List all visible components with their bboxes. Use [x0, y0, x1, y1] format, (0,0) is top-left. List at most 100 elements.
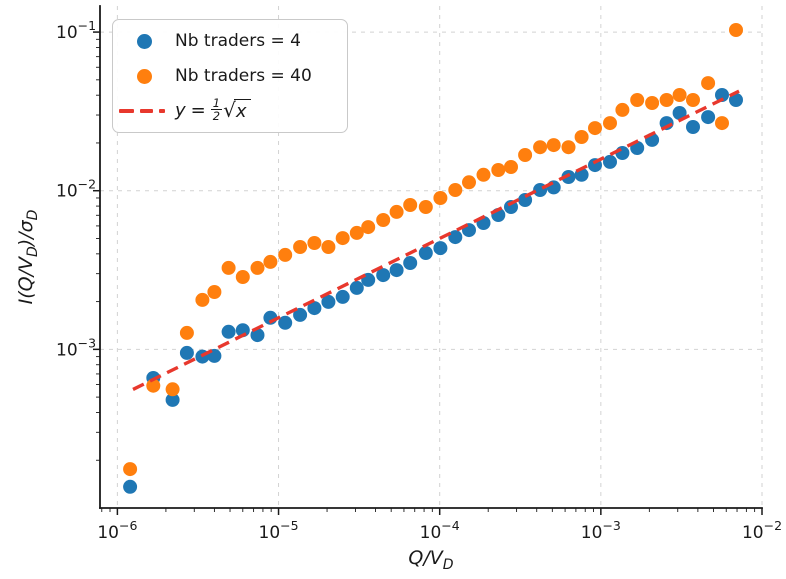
data-point-series-1 — [376, 213, 391, 227]
data-point-series-1 — [235, 270, 250, 284]
orange-dot-marker-icon — [136, 68, 152, 84]
data-point-series-1 — [293, 240, 308, 254]
legend-marker-cell — [113, 33, 175, 49]
data-point-series-1 — [462, 175, 476, 190]
data-point-series-0 — [433, 241, 448, 256]
data-point-series-0 — [221, 324, 236, 339]
data-point-series-0 — [546, 180, 561, 195]
data-point-series-0 — [335, 289, 350, 304]
x-tick-label: 10−2 — [742, 518, 782, 543]
data-point-series-1 — [389, 204, 404, 219]
data-point-series-1 — [588, 121, 602, 136]
data-point-series-1 — [574, 130, 589, 144]
data-point-series-0 — [235, 323, 250, 338]
data-point-series-1 — [448, 183, 463, 197]
data-point-series-1 — [630, 93, 645, 107]
data-point-series-1 — [207, 285, 222, 299]
legend-marker-cell — [113, 108, 175, 113]
fit-line — [132, 89, 740, 391]
data-point-series-0 — [376, 268, 391, 283]
data-point-series-0 — [389, 263, 404, 278]
data-point-series-0 — [603, 154, 617, 169]
data-point-series-1 — [361, 220, 376, 235]
legend-item-nb-traders-4: Nb traders = 4 — [113, 25, 347, 58]
data-point-series-1 — [476, 167, 491, 182]
data-point-series-1 — [729, 23, 743, 37]
data-point-series-0 — [448, 230, 463, 245]
legend-item-nb-traders-40: Nb traders = 40 — [113, 60, 347, 93]
data-point-series-1 — [659, 93, 674, 107]
data-point-series-0 — [701, 110, 716, 125]
data-point-series-1 — [504, 160, 518, 174]
data-point-series-0 — [615, 146, 630, 160]
x-axis-label: Q/VD — [408, 547, 453, 573]
data-point-series-1 — [491, 163, 506, 177]
data-point-series-1 — [221, 260, 236, 275]
sqrt-sign: √ — [223, 97, 236, 122]
data-point-series-1 — [179, 325, 194, 340]
data-point-series-1 — [403, 198, 418, 212]
sqrt-argument: x — [233, 99, 252, 122]
data-point-series-1 — [335, 231, 350, 246]
data-point-series-1 — [195, 292, 210, 307]
data-point-series-0 — [321, 294, 336, 309]
data-point-series-0 — [403, 256, 418, 270]
y-tick-label: 10−1 — [56, 18, 96, 43]
data-point-series-1 — [321, 240, 336, 254]
data-point-series-1 — [518, 148, 533, 162]
legend-marker-cell — [113, 68, 175, 84]
data-point-series-1 — [672, 88, 687, 102]
x-tick-label: 10−3 — [581, 518, 621, 543]
data-point-series-1 — [561, 140, 576, 155]
equation-lhs: y — [175, 100, 186, 122]
legend-label: Nb traders = 4 — [175, 31, 301, 52]
data-point-series-0 — [561, 170, 576, 184]
equals-sign: = — [190, 100, 206, 122]
x-tick-label: 10−4 — [420, 518, 460, 543]
data-point-series-1 — [307, 236, 322, 250]
data-point-series-1 — [349, 225, 364, 240]
data-point-series-1 — [418, 200, 433, 214]
y-tick-label: 10−2 — [56, 177, 96, 202]
legend-label: Nb traders = 40 — [175, 66, 312, 86]
data-point-series-1 — [263, 254, 278, 269]
data-point-series-0 — [349, 280, 364, 295]
y-tick-label: 10−3 — [56, 335, 96, 360]
data-point-series-1 — [123, 462, 138, 477]
data-point-series-0 — [123, 479, 138, 494]
data-point-series-0 — [686, 120, 700, 134]
red-dashed-line-icon — [119, 108, 169, 113]
data-point-series-1 — [715, 116, 729, 131]
y-axis-label: I(Q/VD)/σD — [15, 209, 41, 304]
data-point-series-0 — [672, 106, 687, 120]
data-point-series-1 — [701, 76, 716, 91]
svg-text:I(Q/VD)/σD: I(Q/VD)/σD — [15, 209, 41, 304]
data-point-series-0 — [715, 88, 729, 102]
x-tick-label: 10−6 — [97, 518, 137, 543]
data-point-series-0 — [165, 392, 180, 407]
data-point-series-0 — [278, 315, 293, 330]
data-point-series-1 — [603, 116, 617, 131]
data-point-series-1 — [615, 102, 630, 117]
data-point-series-1 — [546, 138, 561, 153]
data-point-series-1 — [533, 140, 548, 155]
data-point-series-0 — [179, 345, 194, 360]
data-point-series-1 — [165, 382, 180, 397]
data-point-series-1 — [278, 247, 293, 262]
data-point-series-1 — [433, 191, 448, 205]
data-point-series-1 — [250, 260, 265, 275]
data-point-series-0 — [418, 246, 433, 260]
blue-dot-marker-icon — [136, 33, 152, 49]
x-tick-label: 10−5 — [259, 518, 299, 543]
data-point-series-1 — [645, 96, 660, 110]
data-point-series-0 — [729, 93, 743, 107]
data-point-series-0 — [293, 307, 308, 322]
data-point-series-1 — [146, 378, 161, 393]
data-point-series-0 — [307, 301, 322, 316]
